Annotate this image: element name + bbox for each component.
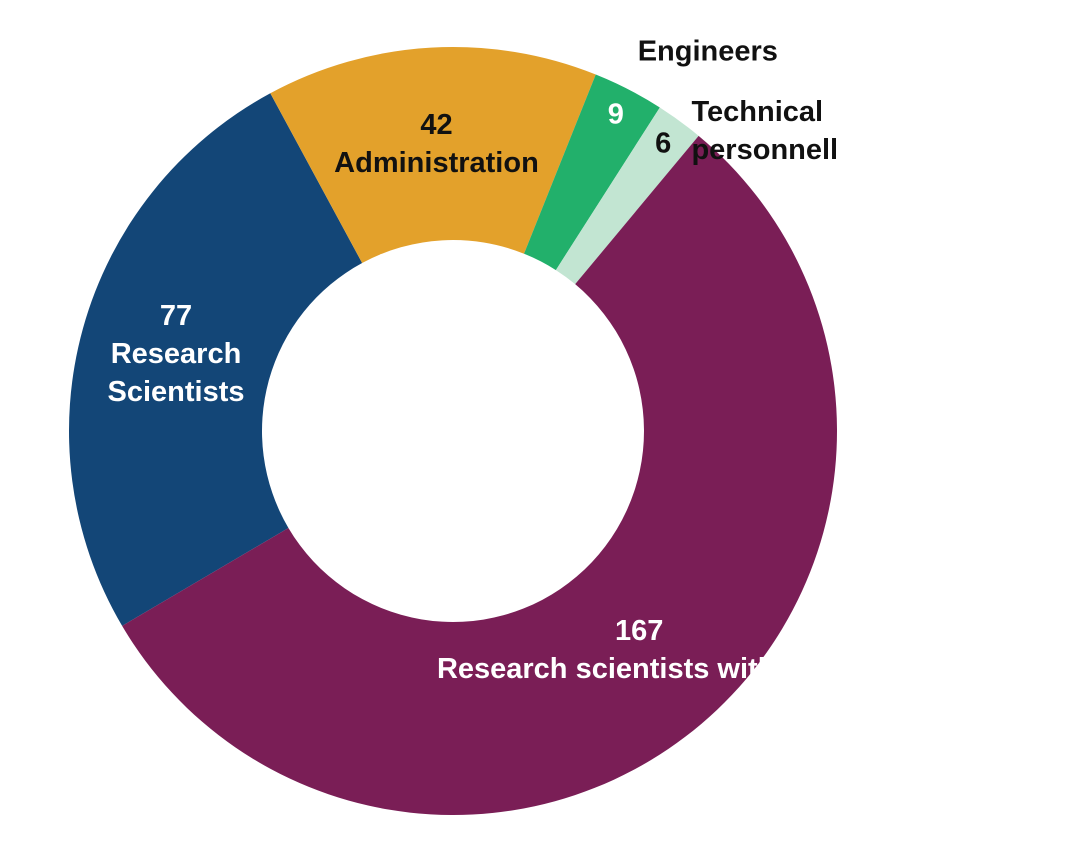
- slice-value-label: 9: [608, 98, 624, 130]
- donut-labels: 77 Research Scientists 42 Administration 9 Eng…: [108, 36, 842, 685]
- slice-engineers: [524, 74, 660, 271]
- slice-category-label: Administration: [334, 147, 539, 179]
- donut-slices: [69, 47, 838, 816]
- slice-value-label: 167: [615, 615, 663, 647]
- slice-outside-label: Technical: [691, 96, 823, 128]
- slice-category-label: Research: [111, 338, 242, 370]
- slice-outside-label: Engineers: [638, 36, 778, 68]
- slice-scientists: [69, 93, 363, 626]
- slice-administration: [270, 47, 596, 263]
- slice-outside-label: personnell: [691, 134, 838, 166]
- slice-category-label: Research scientists with PhD: [437, 653, 842, 685]
- slice-value-label: 6: [655, 128, 671, 160]
- slice-value-label: 77: [160, 300, 192, 332]
- slice-research-scientists-with-phd: [122, 135, 838, 816]
- slice-technical-personnell: [555, 107, 699, 285]
- slice-value-label: 42: [420, 109, 452, 141]
- slice-category-label: Scientists: [108, 376, 245, 408]
